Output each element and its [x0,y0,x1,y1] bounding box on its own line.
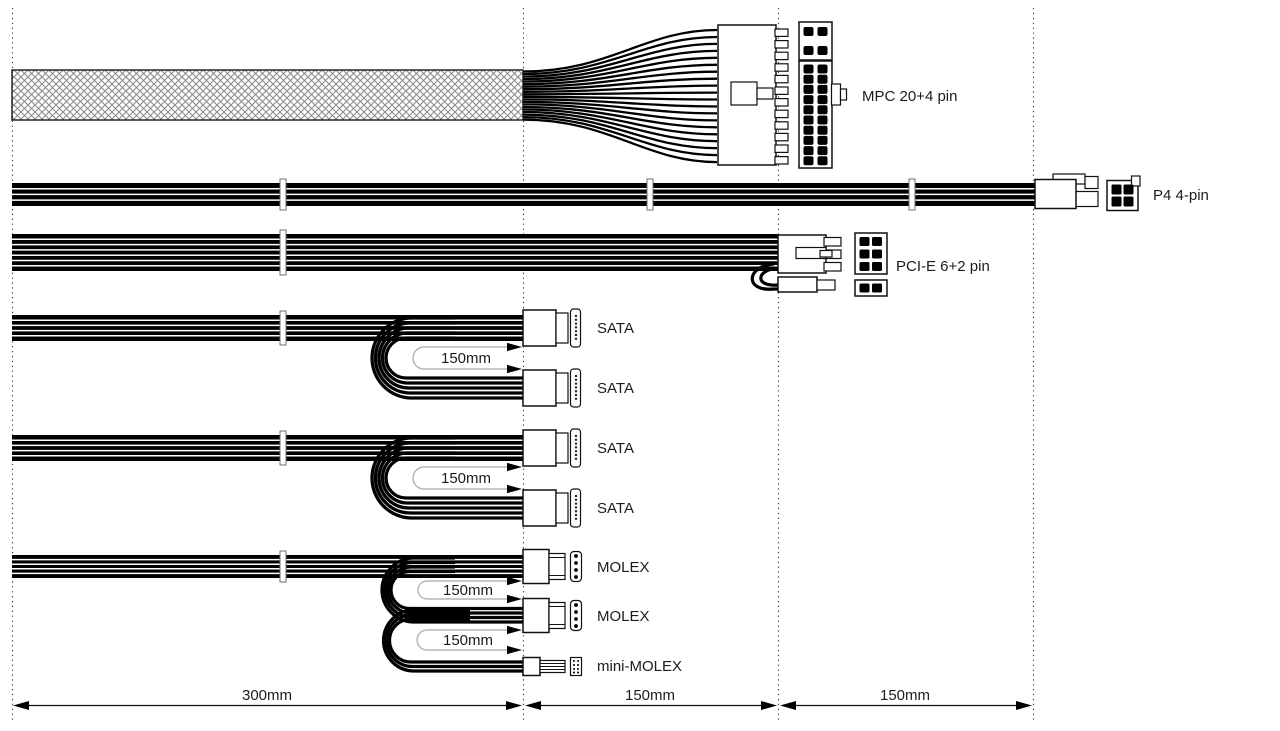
molex-loop-2 [381,608,523,673]
cable-clip [646,178,654,211]
dimension-label-right: 150mm [880,687,930,704]
molex-label: MOLEX [597,608,650,625]
sata1-loop [370,316,523,400]
sata-connector [522,428,582,468]
sata-label: SATA [597,440,634,457]
dimension-label-left: 300mm [242,687,292,704]
loop-dimension-label: 150mm [441,470,491,487]
loop-dimension-label: 150mm [443,582,493,599]
p4-connector-side [1034,173,1099,210]
p4-label: P4 4-pin [1153,187,1209,204]
sata-connector [522,368,582,408]
mpc-latch [730,81,758,106]
mpc-front-latch [830,83,842,106]
sata-group-2: 150mm SATA SATA [12,428,634,528]
cable-clip [279,229,287,276]
mpc-connector-front [798,21,848,169]
pcie-cable-row: PCI-E 6+2 pin [12,229,990,297]
mpc-connector-ridges [774,28,789,165]
loop-dimension-capsule [412,466,519,490]
loop-dimension-capsule [417,580,519,600]
sata2-loop [370,436,523,520]
cable-clip [279,430,287,466]
sata-group-1: 150mm SATA SATA [12,308,634,408]
sata-connector [522,488,582,528]
dimension-label-middle: 150mm [625,687,675,704]
mpc-connector-side [717,24,789,166]
loop-dimension-label: 150mm [443,632,493,649]
dimension-300mm: 300mm [13,687,522,710]
cable-clip [908,178,916,211]
pcie-connector-side [777,234,842,274]
cable-clip [279,310,287,346]
loop-dimension-capsule [416,629,519,651]
mpc-wire-fan [522,28,718,164]
mpc-label: MPC 20+4 pin [862,88,957,105]
sata-label: SATA [597,380,634,397]
pcie-label: PCI-E 6+2 pin [896,258,990,275]
molex-label: MOLEX [597,559,650,576]
p4-connector-front [1106,175,1141,212]
sata-label: SATA [597,500,634,517]
mini-molex-label: mini-MOLEX [597,658,682,675]
loop-dimension-label: 150mm [441,350,491,367]
mpc-braided-sleeve [11,69,524,121]
sata-label: SATA [597,320,634,337]
p4-cable-row: P4 4-pin [12,173,1209,212]
mini-molex-connector [522,656,583,677]
pcie-plus2-connector-side [777,276,836,293]
mpc-cable-row: MPC 20+4 pin [11,21,957,169]
dimension-ruler: 300mm 150mm 150mm [13,687,1032,710]
cable-clip [279,178,287,211]
pcie-cable [12,234,778,271]
molex-connector [522,597,583,634]
molex-group: 150mm 150mm MOLEX MOLEX [12,548,682,677]
dimension-150mm-right: 150mm [780,687,1032,710]
molex-connector [522,548,583,585]
sata-connector [522,308,582,348]
pcie-connector-front [854,232,888,297]
cable-clip [279,550,287,583]
dimension-150mm-middle: 150mm [525,687,777,710]
loop-dimension-capsule [412,346,519,370]
